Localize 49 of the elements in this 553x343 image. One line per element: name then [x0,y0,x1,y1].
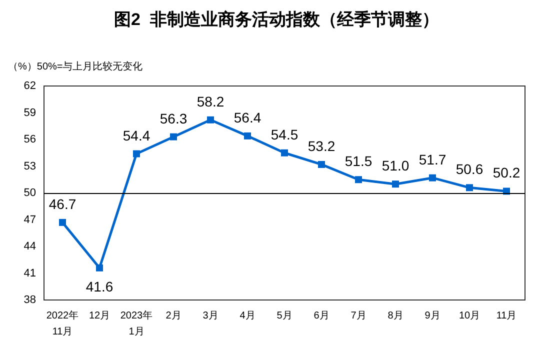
point [244,132,251,140]
text: 54.5 [270,126,298,142]
text: 54.4 [122,127,150,144]
x-tick-label: 3月 [202,310,218,322]
text: 51.7 [418,151,446,168]
text: 56.3 [160,110,188,126]
y-tick-label: 53 [24,160,36,172]
y-tick-label: 41 [24,267,36,280]
x-tick-label: 4月 [240,310,256,322]
x-tick-label: 2022年 11月 [46,310,79,338]
y-tick-label: 44 [24,240,36,252]
text: 53.2 [308,138,336,154]
point [318,160,325,168]
x-tick-label: 5月 [276,310,292,322]
text: 56.4 [234,109,262,126]
text: 51.0 [382,158,410,174]
x-tick-label: 6月 [314,310,330,322]
x-tick-label: 7月 [350,310,366,322]
y-tick-label: 50 [24,187,36,199]
point [96,264,103,272]
y-tick-label: 59 [24,106,36,119]
chart-title: 图2 非制造业商务活动指数（经季节调整） [114,10,439,29]
x-tick-label: 9月 [424,310,440,322]
y-tick-label: 56 [24,134,36,146]
x-tick-label: 11月 [496,310,517,322]
point [392,180,399,188]
text: 50.2 [492,164,520,181]
point [466,184,473,192]
text: 50.6 [456,161,484,178]
text: 41.6 [86,278,114,294]
x-tick-label: 12月 [88,310,110,322]
point [59,218,66,226]
text: 58.2 [196,93,224,110]
text: 46.7 [48,196,76,212]
point [281,149,288,156]
text: 51.5 [344,153,372,170]
y-tick-label: 38 [24,294,36,306]
point [133,150,140,158]
x-tick-label: 2月 [166,310,182,322]
point [429,174,436,182]
point [355,176,362,184]
x-tick-label: 8月 [388,310,404,322]
x-tick-label: 2023年 1月 [120,310,153,338]
point [170,133,177,140]
y-tick-label: 47 [24,214,36,226]
text: （%）50%=与上月比较无变化 [8,62,143,72]
point [207,116,214,124]
x-tick-label: 10月 [458,310,480,322]
y-tick-label: 62 [24,80,36,92]
